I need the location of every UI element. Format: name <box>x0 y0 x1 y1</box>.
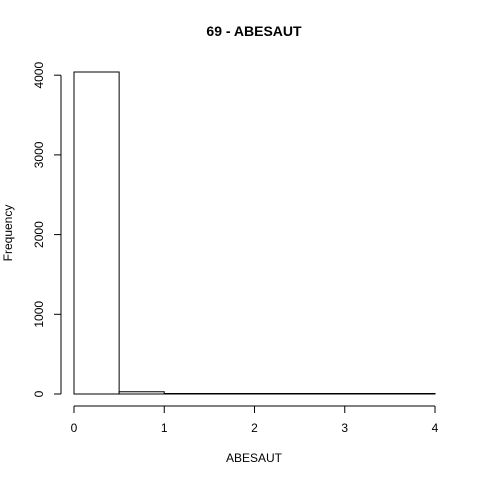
histogram-bar-2 <box>163 393 210 395</box>
y-tick-label: 2000 <box>32 221 46 248</box>
histogram-bar-0 <box>73 71 120 395</box>
y-axis-label: Frequency <box>1 205 15 262</box>
x-tick-label: 2 <box>251 421 258 435</box>
y-tick-label: 1000 <box>32 301 46 328</box>
x-axis: 0 1 2 3 4 <box>71 405 439 435</box>
y-tick-label: 4000 <box>32 62 46 89</box>
chart-title: 69 - ABESAUT <box>206 23 302 39</box>
x-tick-label: 1 <box>161 421 168 435</box>
histogram-bar-5 <box>299 393 346 395</box>
bars-layer <box>73 71 436 395</box>
y-tick-label: 3000 <box>32 141 46 168</box>
histogram-bar-4 <box>254 393 301 395</box>
histogram-bar-7 <box>389 393 436 395</box>
x-tick-label: 4 <box>432 421 439 435</box>
y-tick-label: 0 <box>32 390 46 397</box>
x-tick-label: 0 <box>71 421 78 435</box>
histogram-bar-6 <box>344 393 391 395</box>
histogram-bar-3 <box>208 393 256 395</box>
x-tick-label: 3 <box>341 421 348 435</box>
histogram-bar-1 <box>118 391 165 395</box>
x-axis-label: ABESAUT <box>226 451 283 465</box>
y-axis: 0 1000 2000 3000 4000 <box>32 62 62 397</box>
